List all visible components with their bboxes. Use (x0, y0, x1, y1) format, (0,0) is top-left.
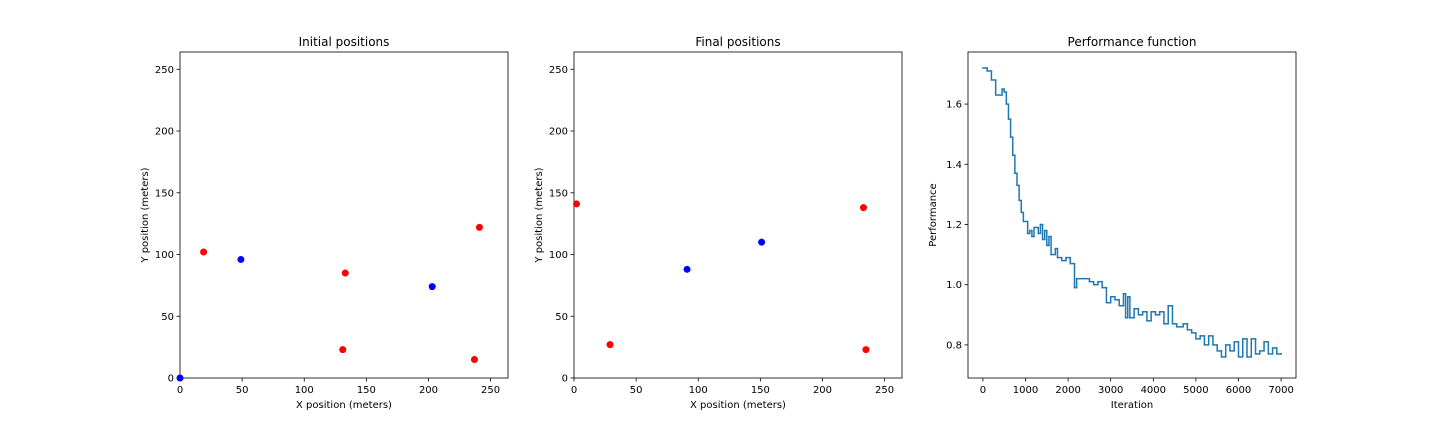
x-tick-label: 200 (813, 385, 832, 396)
axes-frame (967, 51, 1297, 379)
y-tick-label: 1.2 (946, 220, 962, 231)
y-tick-label: 100 (155, 250, 174, 261)
x-tick-label: 100 (689, 385, 708, 396)
x-tick-label: 2000 (1055, 385, 1080, 396)
x-tick-label: 1000 (1013, 385, 1038, 396)
subplot-title: Final positions (695, 35, 780, 49)
y-tick-label: 50 (161, 312, 174, 323)
x-tick-label: 5000 (1183, 385, 1208, 396)
x-tick-label: 4000 (1141, 385, 1166, 396)
axes-frame (573, 51, 903, 379)
subplot-title: Performance function (1068, 35, 1197, 49)
x-tick-label: 50 (630, 385, 643, 396)
subplot-title: Initial positions (299, 35, 390, 49)
y-tick-label: 150 (549, 188, 568, 199)
y-axis-label: Y position (meters) (534, 167, 545, 263)
point (758, 238, 766, 246)
subplot: Final positions X position (meters) Y posi… (534, 35, 903, 411)
y-axis-label: Y position (meters) (140, 167, 151, 263)
x-tick-label: 150 (751, 385, 770, 396)
x-tick-label: 150 (357, 385, 376, 396)
y-tick-label: 200 (549, 127, 568, 138)
point (606, 341, 614, 349)
point (475, 223, 483, 231)
point (862, 346, 870, 354)
y-tick-label: 150 (155, 188, 174, 199)
x-tick-label: 6000 (1226, 385, 1251, 396)
y-tick-label: 0.8 (946, 340, 962, 351)
point (176, 374, 184, 382)
x-tick-label: 100 (295, 385, 314, 396)
x-tick-label: 7000 (1268, 385, 1293, 396)
y-tick-label: 1.0 (946, 280, 962, 291)
y-tick-label: 1.4 (946, 160, 962, 171)
x-axis-label: X position (meters) (296, 400, 392, 411)
y-tick-label: 0 (562, 374, 568, 385)
y-axis-label: Performance (928, 183, 939, 246)
subplot: Performance function Iteration Performance… (928, 35, 1297, 411)
x-tick-label: 3000 (1098, 385, 1123, 396)
x-tick-label: 250 (481, 385, 500, 396)
subplot: Initial positions X position (meters) Y po… (140, 35, 509, 411)
point (237, 255, 245, 263)
x-axis-label: X position (meters) (690, 400, 786, 411)
point (470, 355, 478, 363)
point (683, 265, 691, 273)
y-tick-label: 100 (549, 250, 568, 261)
point (200, 248, 208, 256)
x-tick-label: 250 (875, 385, 894, 396)
x-tick-label: 0 (980, 385, 986, 396)
y-tick-label: 200 (155, 127, 174, 138)
x-tick-label: 50 (236, 385, 249, 396)
x-tick-label: 0 (177, 385, 183, 396)
point (339, 346, 347, 354)
x-tick-label: 0 (571, 385, 577, 396)
point (341, 269, 349, 277)
point (572, 200, 580, 208)
x-axis-label: Iteration (1111, 400, 1153, 411)
y-tick-label: 50 (555, 312, 568, 323)
y-tick-label: 0 (168, 374, 174, 385)
point (859, 204, 867, 212)
axes-frame (179, 51, 509, 379)
y-tick-label: 1.6 (946, 100, 962, 111)
y-tick-label: 250 (155, 65, 174, 76)
y-tick-label: 250 (549, 65, 568, 76)
point (428, 283, 436, 291)
x-tick-label: 200 (419, 385, 438, 396)
